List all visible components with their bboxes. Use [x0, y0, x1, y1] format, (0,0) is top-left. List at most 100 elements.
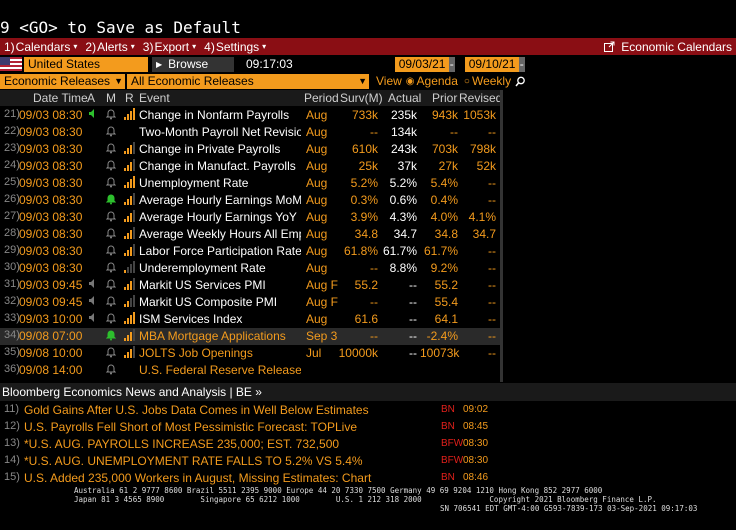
radio-unselected-icon[interactable]: ○ — [463, 75, 470, 87]
search-icon[interactable] — [515, 76, 526, 87]
col-monitor[interactable]: M — [106, 91, 116, 105]
col-alert[interactable]: A — [87, 91, 96, 105]
cell-n: 28) — [4, 227, 20, 239]
bell-icon[interactable] — [105, 278, 117, 293]
category-label: Economic Releases — [4, 73, 111, 88]
table-row[interactable]: 36) 09/08 14:00 U.S. Federal Reserve Relea… — [0, 362, 500, 379]
cell-event: Average Hourly Earnings YoY — [139, 210, 297, 224]
table-row[interactable]: 28) 09/03 08:30 Average Weekly Hours All E… — [0, 226, 500, 243]
radio-selected-icon[interactable]: ◉ — [405, 75, 415, 87]
footer-line-1: Australia 61 2 9777 8600 Brazil 5511 239… — [74, 486, 603, 495]
news-item[interactable]: 13) *U.S. AUG. PAYROLLS INCREASE 235,000;… — [0, 436, 500, 453]
news-item[interactable]: 14) *U.S. AUG. UNEMPLOYMENT RATE FALLS TO… — [0, 453, 500, 470]
table-row[interactable]: 22) 09/03 08:30 Two-Month Payroll Net Revi… — [0, 124, 500, 141]
start-date-field[interactable]: 09/03/21 — [394, 56, 449, 72]
economic-calendars-link[interactable]: Economic Calendars — [604, 40, 736, 54]
speaker-on-icon[interactable] — [88, 108, 98, 122]
cell-actual: 5.2% — [389, 176, 417, 190]
category-dropdown[interactable]: Economic Releases ▼ — [0, 73, 125, 89]
bell-icon[interactable] — [105, 312, 117, 327]
view-weekly-label[interactable]: Weekly — [471, 74, 512, 88]
table-row[interactable]: 25) 09/03 08:30 Unemployment Rate Aug 5.2% 5.… — [0, 175, 500, 192]
cell-revised: 34.7 — [472, 227, 496, 241]
country-field[interactable]: United States — [24, 56, 148, 72]
cell-event: U.S. Federal Reserve Releases Beige Book — [139, 363, 301, 377]
table-row[interactable]: 27) 09/03 08:30 Average Hourly Earnings Yo… — [0, 209, 500, 226]
cell-dt: 09/03 10:00 — [19, 312, 83, 326]
cell-survey: -- — [370, 295, 378, 309]
table-row[interactable]: 34) 09/08 07:00 MBA Mortgage Applications S… — [0, 328, 500, 345]
col-event[interactable]: Event — [139, 91, 170, 105]
col-date-time[interactable]: Date Time — [33, 91, 88, 105]
table-row[interactable]: 31) 09/03 09:45 Markit US Services PMI Aug … — [0, 277, 500, 294]
browse-arrow-icon: ▶ — [156, 59, 163, 69]
cell-revised: -- — [488, 261, 496, 275]
browse-button[interactable]: ▶ Browse — [152, 56, 234, 72]
command-line[interactable]: 9 <GO> to Save as Default — [0, 18, 241, 37]
bell-icon[interactable] — [105, 210, 117, 225]
speaker-muted-icon[interactable] — [88, 278, 98, 292]
table-row[interactable]: 21) 09/03 08:30 Change in Nonfarm Payrolls… — [0, 107, 500, 124]
bell-icon[interactable] — [105, 363, 117, 378]
table-row[interactable]: 29) 09/03 08:30 Labor Force Participation … — [0, 243, 500, 260]
cell-actual: 243k — [390, 142, 417, 156]
cell-survey: 61.6 — [354, 312, 378, 326]
col-survey[interactable]: Surv(M) — [340, 91, 383, 105]
footer-line-2: Japan 81 3 4565 8900 Singapore 65 6212 1… — [74, 495, 657, 504]
table-row[interactable]: 24) 09/03 08:30 Change in Manufact. Payrol… — [0, 158, 500, 175]
bell-icon[interactable] — [105, 346, 117, 361]
cell-event: Average Weekly Hours All Emp... — [139, 227, 301, 241]
cell-dt: 09/03 08:30 — [19, 193, 83, 207]
cell-survey: 733k — [351, 108, 378, 122]
speaker-muted-icon[interactable] — [88, 295, 98, 309]
bell-icon[interactable] — [105, 125, 117, 140]
speaker-muted-icon[interactable] — [88, 312, 98, 326]
end-date-field[interactable]: 09/10/21 — [464, 56, 519, 72]
bell-icon[interactable] — [105, 142, 117, 157]
bell-active-icon[interactable] — [105, 329, 117, 344]
news-header[interactable]: Bloomberg Economics News and Analysis | … — [0, 383, 736, 401]
bell-icon[interactable] — [105, 261, 117, 276]
col-period[interactable]: Period — [304, 91, 339, 105]
chevron-down-icon: ▼ — [114, 75, 123, 86]
filter-dropdown[interactable]: All Economic Releases ▼ — [127, 73, 369, 89]
cell-survey: 25k — [358, 159, 378, 173]
menu-alerts[interactable]: 2) Alerts ▾ — [81, 40, 138, 54]
menu-label: Export — [154, 39, 190, 54]
bell-icon[interactable] — [105, 295, 117, 310]
col-revised[interactable]: Revised — [459, 91, 503, 105]
menu-settings[interactable]: 4) Settings ▾ — [200, 40, 270, 54]
cell-prior: 5.4% — [430, 176, 458, 190]
cell-dt: 09/03 09:45 — [19, 278, 83, 292]
table-row[interactable]: 30) 09/03 08:30 Underemployment Rate Aug -- 8… — [0, 260, 500, 277]
bell-icon[interactable] — [105, 108, 117, 123]
col-actual[interactable]: Actual — [388, 91, 422, 105]
col-prior[interactable]: Prior — [432, 91, 458, 105]
bell-icon[interactable] — [105, 159, 117, 174]
news-item[interactable]: 15) U.S. Added 235,000 Workers in August,… — [0, 470, 500, 487]
cell-survey: 610k — [351, 142, 378, 156]
cell-prior: 55.4 — [434, 295, 458, 309]
bell-icon[interactable] — [105, 227, 117, 242]
bell-active-icon[interactable] — [105, 193, 117, 208]
cell-period: Aug — [306, 159, 328, 173]
relevance-bars-icon — [124, 142, 136, 157]
table-row[interactable]: 35) 09/08 10:00 JOLTS Job Openings Jul 10000… — [0, 345, 500, 362]
col-relevance[interactable]: R — [125, 91, 134, 105]
news-item[interactable]: 11) Gold Gains After U.S. Jobs Data Comes… — [0, 402, 500, 419]
table-row[interactable]: 26) 09/03 08:30 Average Hourly Earnings Mo… — [0, 192, 500, 209]
menu-label: Calendars — [15, 39, 71, 54]
view-selector: View ◉ Agenda ○ Weekly — [376, 74, 526, 88]
news-number: 13) — [4, 437, 20, 449]
news-item[interactable]: 12) U.S. Payrolls Fell Short of Most Pess… — [0, 419, 500, 436]
bell-icon[interactable] — [105, 176, 117, 191]
menu-export[interactable]: 3) Export ▾ — [139, 40, 200, 54]
table-scrollbar[interactable] — [500, 90, 503, 382]
cell-event: Change in Nonfarm Payrolls — [139, 108, 290, 122]
table-row[interactable]: 33) 09/03 10:00 ISM Services Index Aug 61.6 -… — [0, 311, 500, 328]
table-row[interactable]: 23) 09/03 08:30 Change in Private Payrolls… — [0, 141, 500, 158]
menu-calendars[interactable]: 1) Calendars ▾ — [0, 40, 81, 54]
view-agenda-label[interactable]: Agenda — [416, 74, 458, 88]
table-row[interactable]: 32) 09/03 09:45 Markit US Composite PMI Aug… — [0, 294, 500, 311]
bell-icon[interactable] — [105, 244, 117, 259]
